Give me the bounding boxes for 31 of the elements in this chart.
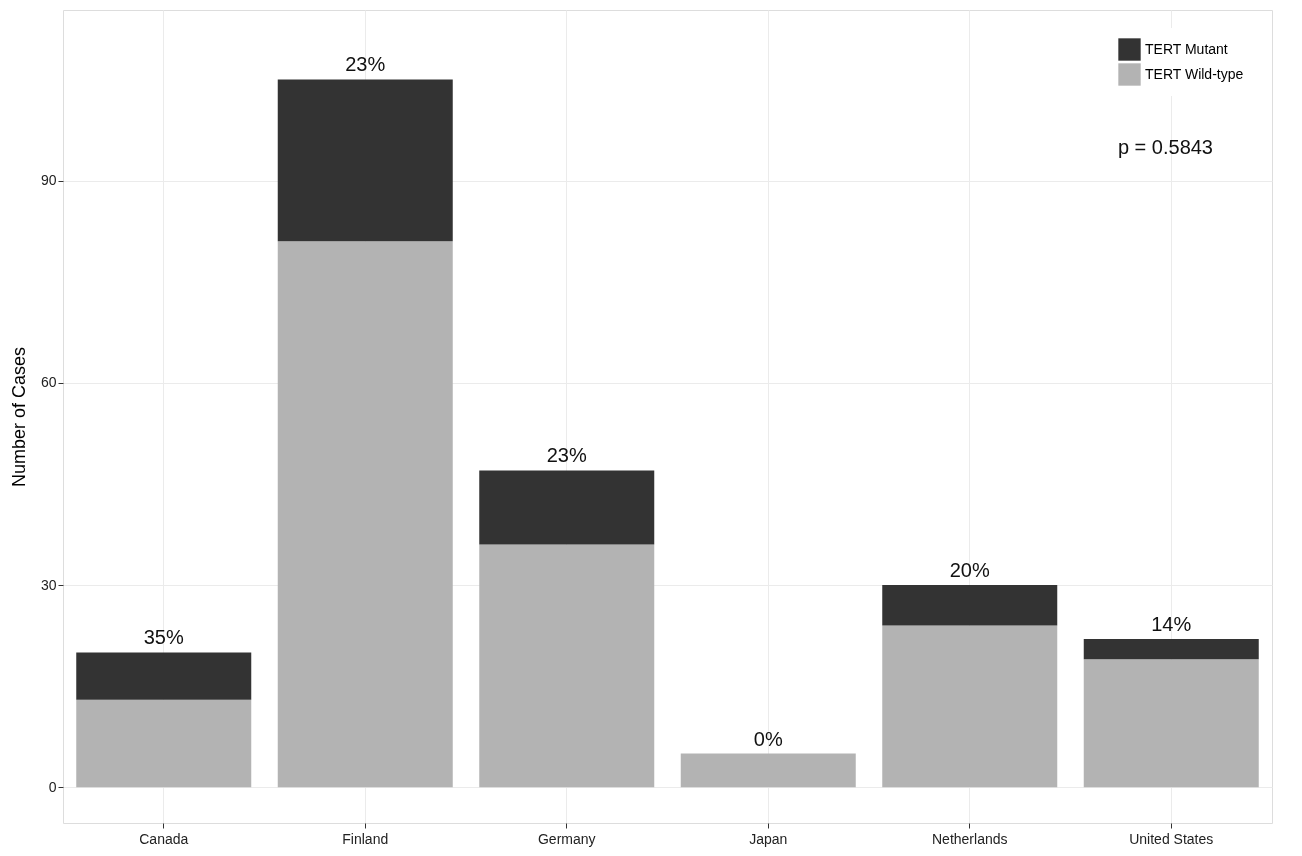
annotation: 20% [949,559,990,582]
bar [277,79,453,242]
annotation: p = 0.5843 [1117,136,1213,158]
bar [76,652,252,700]
legend-label: TERT Mutant [1145,40,1228,57]
bar [882,625,1058,788]
bar [1083,638,1259,660]
x-tick-label: Germany [537,830,596,847]
bar [277,241,453,788]
x-tick-label: Japan [749,830,788,847]
bar [680,753,856,788]
y-axis-title: Number of Cases [8,346,29,488]
annotation: 23% [345,53,386,76]
x-tick-label: Canada [139,830,189,847]
bar [1083,659,1259,788]
x-tick-label: United States [1129,830,1214,847]
bar [479,470,655,545]
y-tick-label: 30 [40,576,57,593]
x-tick-label: Finland [342,830,389,847]
annotation: 35% [143,626,184,649]
annotation: 23% [546,444,587,467]
bar [882,585,1058,626]
y-tick-label: 60 [40,374,57,391]
x-tick-label: Netherlands [932,830,1008,847]
bar [76,699,252,788]
annotation: 14% [1151,612,1192,635]
legend-label: TERT Wild-type [1145,65,1244,82]
y-tick-label: 0 [48,778,57,795]
annotation: 0% [753,727,783,750]
y-tick-label: 90 [40,172,57,189]
bar [479,544,655,788]
